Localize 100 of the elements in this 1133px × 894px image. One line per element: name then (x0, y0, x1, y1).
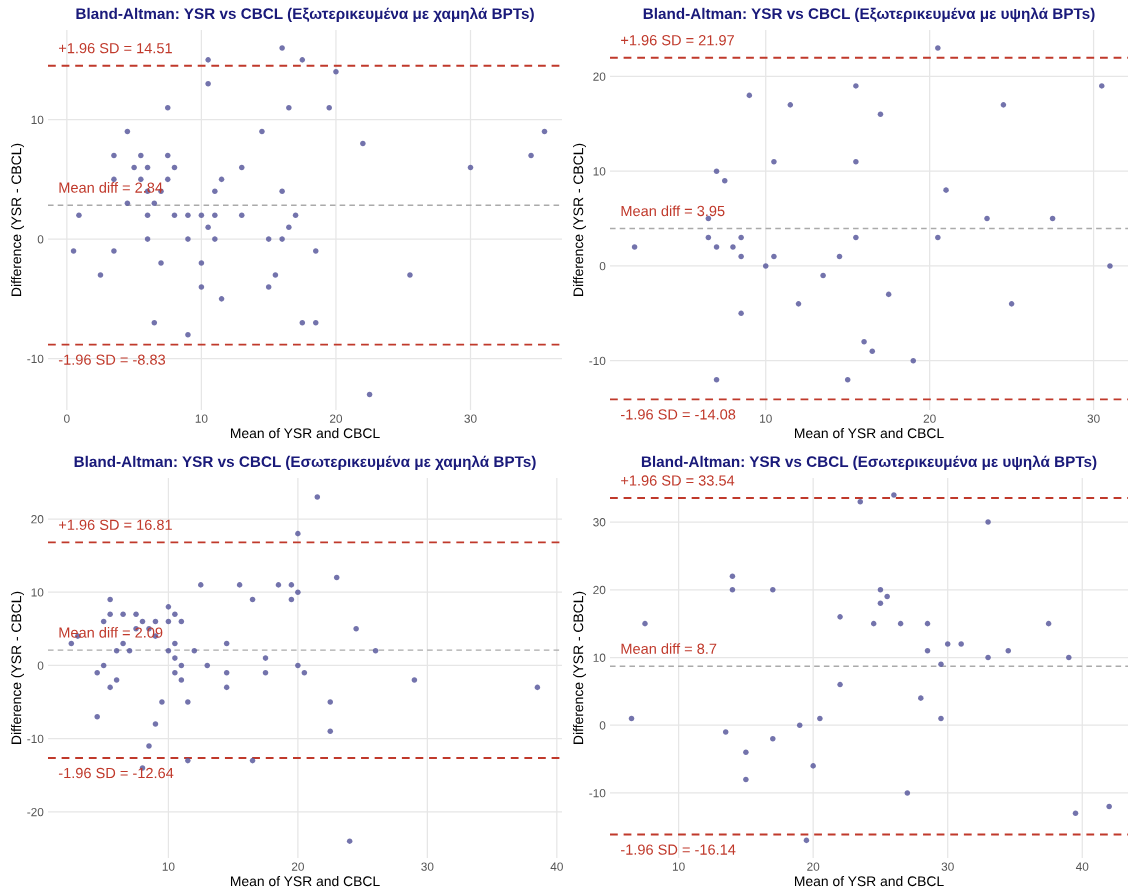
point (1066, 654, 1072, 661)
point (771, 158, 777, 165)
y-tick-label: 0 (599, 261, 606, 271)
point (770, 736, 776, 742)
y-tick-label: 10 (593, 167, 606, 176)
y-axis-title: Difference (YSR - CBCL) (11, 591, 24, 744)
ref-line-label: +1.96 SD = 21.97 (621, 35, 734, 46)
ref-line-label: +1.96 SD = 14.51 (58, 43, 172, 54)
point (738, 234, 744, 241)
x-tick-label: 30 (1087, 414, 1100, 423)
point (729, 586, 736, 593)
y-axis-title: Difference (YSR - CBCL) (11, 143, 24, 296)
ref-line-label: Mean diff = 3.95 (621, 205, 725, 217)
y-tick-label: -10 (27, 354, 44, 364)
point (820, 272, 826, 279)
y-tick-label: 20 (593, 72, 606, 81)
x-tick-label: 10 (162, 862, 175, 871)
point (853, 234, 859, 241)
point (1005, 647, 1012, 654)
x-axis-title: Mean of YSR and CBCL (794, 875, 944, 887)
y-tick-label: 20 (31, 515, 44, 524)
x-tick-label: 20 (329, 414, 343, 423)
y-tick-label: 10 (31, 588, 44, 597)
point (910, 357, 917, 364)
point (738, 253, 744, 260)
y-tick-label: 0 (37, 661, 44, 670)
ref-line-label: Mean diff = 2.84 (59, 182, 163, 193)
point (738, 310, 744, 317)
point (1008, 301, 1015, 307)
x-tick-label: 30 (464, 414, 477, 423)
point (935, 45, 941, 51)
x-tick-label: 10 (760, 414, 772, 423)
point (984, 215, 990, 222)
point (853, 158, 859, 165)
x-tick-label: 30 (421, 862, 434, 871)
x-tick-label: 20 (807, 862, 820, 871)
chart-title: Bland-Altman: YSR vs CBCL (Εσωτερικευμένα με χαμηλά BPTs) (74, 455, 536, 471)
ref-line-label: -1.96 SD = -14.08 (621, 409, 736, 420)
point (817, 715, 823, 722)
ref-line-label: Mean diff = 2.09 (59, 627, 163, 638)
y-tick-label: -10 (589, 789, 606, 798)
point (897, 620, 904, 627)
point (884, 593, 890, 600)
point (796, 722, 803, 729)
point (795, 301, 802, 307)
point (958, 641, 964, 647)
point (743, 749, 749, 756)
point (861, 338, 867, 345)
y-tick-label: 30 (593, 518, 606, 527)
point (713, 244, 720, 250)
point (891, 492, 897, 498)
point (771, 253, 777, 260)
point (938, 661, 944, 668)
ref-line-label: -1.96 SD = -16.14 (621, 844, 736, 855)
point (1049, 215, 1056, 222)
x-axis-title: Mean of YSR and CBCL (230, 427, 380, 439)
point (762, 263, 769, 269)
x-tick-label: 10 (672, 862, 685, 871)
point (844, 376, 851, 383)
point (1107, 263, 1113, 269)
y-tick-label: 0 (599, 721, 606, 730)
x-tick-label: 20 (291, 862, 304, 871)
point (713, 376, 720, 383)
y-tick-label: 20 (593, 585, 606, 595)
x-tick-label: 10 (195, 414, 208, 423)
point (722, 729, 729, 735)
y-axis-title: Difference (YSR - CBCL) (573, 591, 586, 744)
point (837, 681, 843, 688)
point (743, 776, 749, 783)
point (1072, 810, 1079, 817)
point (985, 519, 991, 525)
point (924, 620, 931, 627)
point (938, 715, 944, 722)
chart-title: Bland-Altman: YSR vs CBCL (Εξωτερικευμένα με υψηλά BPTs) (643, 7, 1095, 23)
x-axis-title: Mean of YSR and CBCL (794, 427, 944, 439)
point (877, 600, 884, 607)
ref-line-label: +1.96 SD = 33.54 (621, 475, 735, 486)
x-tick-label: 30 (941, 862, 954, 871)
x-tick-label: 20 (923, 414, 936, 423)
point (642, 620, 648, 627)
point (870, 620, 877, 627)
point (985, 654, 991, 661)
point (869, 348, 876, 355)
y-tick-label: -20 (27, 807, 44, 817)
point (837, 614, 843, 620)
x-tick-label: 40 (1075, 862, 1089, 871)
point (918, 695, 924, 701)
x-axis-title: Mean of YSR and CBCL (230, 875, 380, 887)
point (877, 586, 884, 593)
point (803, 837, 810, 844)
ref-line-label: -1.96 SD = -12.64 (58, 767, 174, 779)
chart-title: Bland-Altman: YSR vs CBCL (Εσωτερικευμένα με υψηλά BPTs) (641, 455, 1097, 471)
point (944, 641, 951, 647)
chart-title: Bland-Altman: YSR vs CBCL (Εξωτερικευμένα με χαμηλά BPTs) (76, 7, 534, 23)
y-tick-label: 10 (593, 653, 606, 662)
point (729, 573, 736, 579)
point (1000, 102, 1007, 108)
point (721, 177, 728, 184)
y-tick-label: 10 (31, 115, 44, 125)
y-axis-title: Difference (YSR - CBCL) (573, 143, 586, 296)
